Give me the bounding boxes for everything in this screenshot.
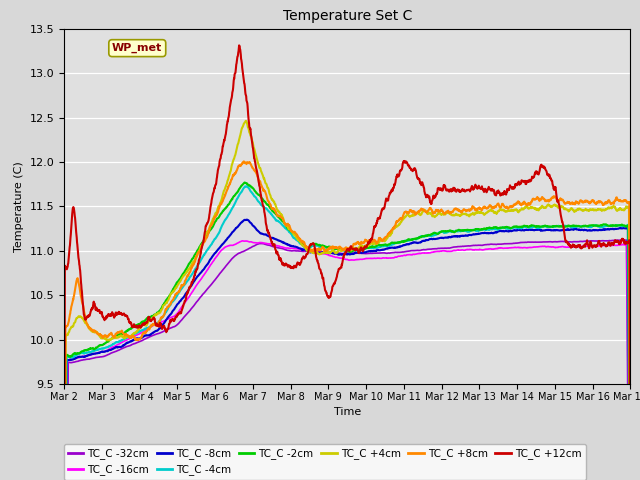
TC_C -4cm: [611, 223, 618, 229]
TC_C +8cm: [336, 244, 344, 250]
TC_C -32cm: [610, 238, 618, 243]
TC_C +4cm: [321, 250, 328, 255]
TC_C +8cm: [506, 204, 514, 209]
TC_C -8cm: [243, 216, 251, 222]
TC_C -32cm: [506, 240, 514, 246]
Line: TC_C +12cm: TC_C +12cm: [64, 45, 630, 480]
TC_C -4cm: [336, 246, 344, 252]
TC_C -16cm: [611, 242, 618, 248]
TC_C -2cm: [321, 243, 328, 249]
TC_C -8cm: [506, 228, 514, 234]
TC_C -4cm: [610, 223, 618, 228]
TC_C -2cm: [506, 225, 514, 231]
TC_C -32cm: [321, 250, 328, 255]
Title: Temperature Set C: Temperature Set C: [282, 10, 412, 24]
Y-axis label: Temperature (C): Temperature (C): [14, 161, 24, 252]
Line: TC_C -2cm: TC_C -2cm: [64, 182, 630, 480]
TC_C +8cm: [321, 248, 328, 253]
TC_C +12cm: [321, 284, 328, 290]
TC_C -8cm: [336, 252, 344, 257]
TC_C -4cm: [243, 183, 250, 189]
TC_C -2cm: [611, 223, 618, 228]
Line: TC_C -32cm: TC_C -32cm: [64, 240, 630, 480]
Legend: TC_C -32cm, TC_C -16cm, TC_C -8cm, TC_C -4cm, TC_C -2cm, TC_C +4cm, TC_C +8cm, T: TC_C -32cm, TC_C -16cm, TC_C -8cm, TC_C …: [63, 444, 586, 480]
TC_C +8cm: [240, 158, 248, 164]
TC_C -16cm: [239, 238, 246, 244]
TC_C -32cm: [610, 238, 618, 243]
TC_C -4cm: [506, 226, 514, 231]
Line: TC_C -4cm: TC_C -4cm: [64, 186, 630, 480]
Line: TC_C +8cm: TC_C +8cm: [64, 161, 630, 480]
TC_C -16cm: [336, 255, 344, 261]
TC_C -8cm: [321, 250, 328, 255]
TC_C -8cm: [89, 351, 97, 357]
TC_C +4cm: [89, 329, 97, 335]
TC_C +12cm: [610, 240, 618, 246]
TC_C -16cm: [89, 351, 97, 357]
TC_C +4cm: [336, 247, 344, 253]
TC_C -4cm: [89, 348, 97, 354]
TC_C -32cm: [89, 355, 97, 361]
TC_C -16cm: [610, 242, 618, 248]
TC_C +4cm: [506, 208, 514, 214]
TC_C +8cm: [611, 199, 618, 204]
TC_C +12cm: [236, 42, 243, 48]
TC_C +12cm: [611, 240, 618, 246]
TC_C -32cm: [621, 237, 629, 243]
TC_C -2cm: [336, 246, 344, 252]
TC_C +4cm: [611, 204, 618, 210]
X-axis label: Time: Time: [333, 407, 361, 417]
TC_C -8cm: [611, 226, 618, 232]
TC_C -16cm: [321, 251, 328, 257]
TC_C -2cm: [241, 180, 248, 185]
TC_C +12cm: [506, 183, 514, 189]
Line: TC_C -16cm: TC_C -16cm: [64, 241, 630, 480]
TC_C +4cm: [242, 118, 250, 124]
TC_C +12cm: [336, 266, 344, 272]
TC_C +8cm: [610, 201, 618, 206]
TC_C -2cm: [89, 345, 97, 351]
TC_C +8cm: [89, 329, 97, 335]
TC_C -32cm: [335, 250, 343, 256]
Line: TC_C -8cm: TC_C -8cm: [64, 219, 630, 480]
Text: WP_met: WP_met: [112, 43, 163, 53]
TC_C -16cm: [506, 245, 514, 251]
TC_C -2cm: [610, 223, 618, 228]
TC_C +4cm: [610, 204, 618, 209]
TC_C +12cm: [89, 304, 97, 310]
TC_C -4cm: [321, 244, 328, 250]
Line: TC_C +4cm: TC_C +4cm: [64, 121, 630, 480]
TC_C -8cm: [610, 226, 618, 232]
